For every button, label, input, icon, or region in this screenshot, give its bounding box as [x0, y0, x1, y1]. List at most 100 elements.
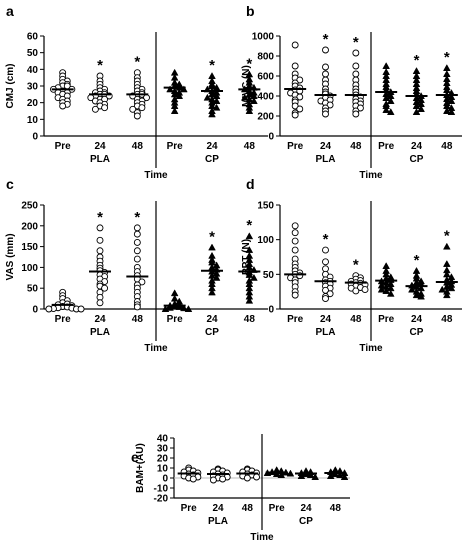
data-point-circle [322, 63, 329, 71]
x-tick-label: 24 [94, 314, 106, 325]
group-label-pla: PLA [316, 154, 336, 165]
y-tick-label: 30 [27, 82, 39, 93]
series-cp [375, 62, 458, 115]
series-pla [177, 464, 260, 484]
data-point-circle [101, 104, 109, 112]
significance-star: * [246, 217, 252, 234]
group-label-pla: PLA [90, 327, 110, 338]
data-point-triangle [408, 285, 416, 293]
significance-star: * [134, 54, 140, 71]
data-point-circle [322, 110, 329, 118]
data-point-circle [133, 247, 141, 255]
data-point-triangle [208, 288, 216, 296]
data-point-triangle [412, 291, 421, 299]
significance-star: * [209, 228, 215, 245]
data-point-circle [291, 246, 299, 254]
y-tick-label: 10 [27, 115, 39, 126]
x-tick-label: 24 [411, 314, 423, 325]
x-tick-label: 24 [212, 503, 224, 514]
panel-c: c 0 50 100 150 200 250 Pre 24 48 Pre 24 48 PLA CP Time V… [5, 176, 268, 354]
x-tick-label: Pre [378, 141, 395, 152]
y-tick-label: 100 [257, 235, 274, 246]
significance-star: * [414, 252, 420, 269]
data-point-circle [209, 476, 217, 484]
y-tick-label: 250 [21, 201, 38, 212]
data-point-circle [291, 237, 299, 245]
data-point-circle [45, 305, 53, 313]
data-point-circle [59, 102, 67, 110]
data-point-circle [101, 284, 109, 292]
data-point-triangle [203, 93, 212, 101]
y-tick-label: 40 [27, 65, 39, 76]
data-point-triangle [277, 471, 286, 478]
y-tick-label: 50 [263, 270, 275, 281]
series-pla [284, 41, 367, 119]
x-tick-label: 48 [132, 314, 144, 325]
x-tick-label: Pre [269, 503, 286, 514]
panel-letter: d [246, 176, 255, 192]
data-point-triangle [386, 97, 395, 104]
group-label-cp: CP [410, 327, 424, 338]
y-tick-label: 50 [27, 284, 39, 295]
data-point-triangle [180, 85, 188, 93]
x-tick-label: 48 [244, 141, 256, 152]
y-tick-label: 50 [27, 48, 39, 59]
x-tick-label: Pre [167, 141, 184, 152]
series-cp [161, 232, 261, 312]
data-point-circle [322, 295, 329, 303]
y-tick-label: 600 [257, 72, 274, 83]
x-axis-title: Time [144, 343, 168, 354]
data-point-triangle [297, 472, 306, 479]
data-point-circle [91, 105, 99, 113]
panel-letter: a [6, 3, 14, 19]
x-tick-label: Pre [287, 314, 304, 325]
data-point-circle [322, 246, 329, 254]
group-label-cp: CP [205, 154, 219, 165]
data-point-triangle [212, 97, 221, 104]
group-label-cp: CP [205, 327, 219, 338]
y-tick-label: 400 [257, 92, 274, 103]
data-point-triangle [286, 469, 295, 477]
series-cp [163, 68, 261, 118]
x-tick-label: 48 [244, 314, 256, 325]
data-point-triangle [245, 107, 254, 114]
y-tick-label: 100 [21, 263, 38, 274]
data-point-circle [96, 299, 104, 307]
y-tick-label: 30 [157, 444, 169, 455]
data-point-circle [219, 475, 227, 483]
data-point-triangle [447, 108, 456, 115]
data-point-circle [352, 49, 360, 57]
significance-star: * [353, 34, 359, 51]
series-pla [50, 69, 150, 120]
x-tick-label: 48 [132, 141, 144, 152]
y-axis-title: PPT (N) [241, 239, 252, 275]
significance-star: * [323, 31, 329, 48]
x-tick-label: 24 [206, 141, 218, 152]
group-label-cp: CP [299, 516, 313, 527]
y-axis-title: CMJ (cm) [5, 63, 16, 108]
y-tick-label: 150 [21, 242, 38, 253]
x-tick-label: 48 [350, 141, 362, 152]
data-point-triangle [175, 92, 184, 99]
panel-letter: e [131, 449, 139, 465]
significance-star: * [414, 52, 420, 69]
data-point-triangle [382, 106, 390, 113]
data-point-circle [133, 112, 141, 120]
data-point-triangle [447, 284, 456, 292]
y-axis-title: BAM+(AU) [135, 443, 146, 493]
x-tick-label: 24 [206, 314, 218, 325]
group-label-cp: CP [410, 154, 424, 165]
x-axis-title: Time [359, 170, 383, 181]
data-point-triangle [306, 471, 315, 478]
data-point-triangle [245, 296, 254, 304]
data-point-circle [243, 474, 251, 482]
data-point-circle [291, 229, 299, 237]
data-point-circle [138, 104, 146, 112]
y-tick-label: 200 [21, 221, 38, 232]
data-point-triangle [212, 103, 221, 111]
x-tick-label: 48 [242, 503, 254, 514]
y-tick-label: 40 [157, 434, 169, 445]
data-point-triangle [250, 97, 258, 104]
data-point-triangle [326, 472, 335, 479]
